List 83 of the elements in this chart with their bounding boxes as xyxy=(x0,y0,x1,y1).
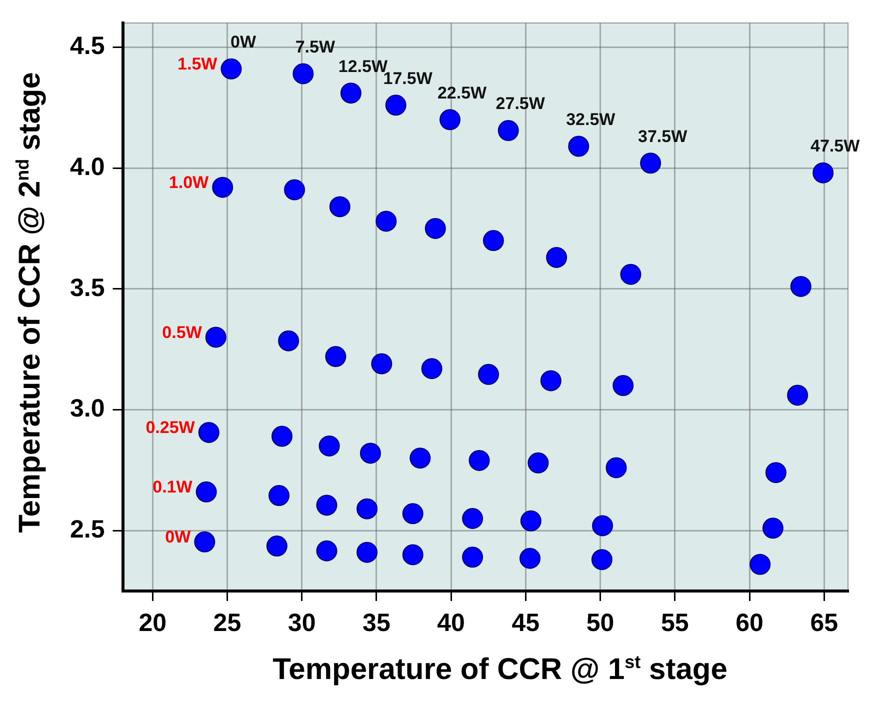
point xyxy=(750,554,771,575)
point xyxy=(194,531,216,552)
series-label: 1.5W xyxy=(178,54,218,74)
point xyxy=(765,462,786,484)
point xyxy=(220,58,242,80)
point xyxy=(284,179,306,200)
point xyxy=(212,176,234,198)
point xyxy=(421,358,442,380)
point xyxy=(278,330,300,352)
point xyxy=(340,82,362,104)
point xyxy=(568,136,590,157)
point xyxy=(268,485,290,506)
point xyxy=(424,218,446,239)
x-tick-label: 35 xyxy=(362,608,390,637)
annotation: 0W xyxy=(230,32,257,52)
x-tick-label: 55 xyxy=(660,608,689,637)
point xyxy=(402,503,424,524)
point xyxy=(205,326,226,348)
point xyxy=(198,422,220,443)
point xyxy=(546,246,568,268)
point xyxy=(592,515,614,536)
series-label: 0.1W xyxy=(152,478,194,497)
point xyxy=(482,230,504,252)
point xyxy=(329,196,350,218)
point xyxy=(812,162,834,184)
point xyxy=(266,536,288,557)
annotation: 47.5W xyxy=(810,136,861,156)
point xyxy=(410,448,431,469)
annotation: 37.5W xyxy=(638,126,688,146)
x-tick-label: 25 xyxy=(213,608,242,637)
y-tick-label: 2.5 xyxy=(70,515,105,544)
point xyxy=(612,375,634,396)
series-label: 0.5W xyxy=(162,322,203,342)
point xyxy=(292,63,314,84)
point xyxy=(520,510,542,532)
annotation: 32.5W xyxy=(566,110,616,129)
y-tick-label: 4.0 xyxy=(70,152,105,181)
point xyxy=(519,548,540,569)
point xyxy=(591,549,612,570)
point xyxy=(620,264,642,285)
x-tick-label: 50 xyxy=(586,608,614,637)
point xyxy=(528,452,549,474)
point xyxy=(440,109,461,130)
series-label: 1.0W xyxy=(168,173,210,192)
point xyxy=(762,518,784,539)
y-tick-label: 4.5 xyxy=(70,32,105,60)
point xyxy=(640,152,662,174)
x-tick-label: 40 xyxy=(437,608,465,637)
x-tick-label: 65 xyxy=(810,608,838,637)
point xyxy=(360,442,381,464)
point xyxy=(787,384,808,406)
point xyxy=(318,435,340,456)
point xyxy=(606,457,627,478)
series-label: 0W xyxy=(165,528,192,547)
point xyxy=(371,353,392,374)
x-axis-title: Temperature of CCR @ 1$^{st}$ stage xyxy=(272,652,728,687)
point xyxy=(325,346,346,368)
annotation: 27.5W xyxy=(496,94,546,114)
point xyxy=(540,370,562,392)
point xyxy=(316,494,338,516)
annotation: 22.5W xyxy=(437,83,488,102)
x-tick-label: 30 xyxy=(288,608,316,637)
point xyxy=(316,540,338,562)
point xyxy=(468,450,490,471)
point xyxy=(356,498,378,520)
point xyxy=(196,481,217,502)
x-tick-label: 20 xyxy=(138,608,167,637)
point xyxy=(376,210,397,232)
point xyxy=(356,542,378,563)
point xyxy=(462,546,484,568)
x-tick-label: 60 xyxy=(736,608,764,637)
y-tick-label: 3.0 xyxy=(70,394,105,423)
point xyxy=(271,426,292,447)
y-tick-label: 3.5 xyxy=(70,274,105,302)
point xyxy=(385,94,406,116)
point xyxy=(462,508,484,529)
annotation: 7.5W xyxy=(295,37,336,56)
point xyxy=(402,544,424,566)
series-label: 0.25W xyxy=(146,418,196,438)
point xyxy=(498,120,519,142)
point xyxy=(790,276,812,297)
point xyxy=(478,364,500,385)
x-tick-label: 45 xyxy=(512,608,540,637)
